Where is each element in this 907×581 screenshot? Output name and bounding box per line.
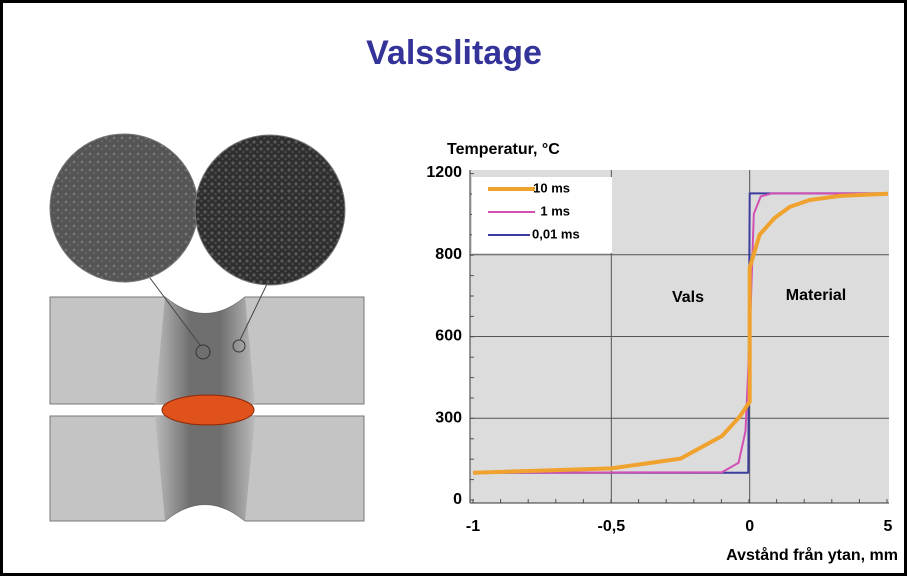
roll-illustration bbox=[50, 134, 364, 521]
x-axis-title: Avstånd från ytan, mm bbox=[726, 546, 898, 564]
page: {"chart_data": { "type": "line", "title"… bbox=[0, 0, 907, 576]
annotation: Vals bbox=[672, 289, 704, 306]
legend-label: 1 ms bbox=[540, 203, 570, 218]
x-tick-label: -1 bbox=[466, 518, 480, 535]
y-tick-label: 800 bbox=[435, 246, 462, 263]
y-tick-label: 1200 bbox=[426, 164, 462, 181]
slide-title: Valsslitage bbox=[366, 34, 542, 72]
y-tick-label: 0 bbox=[453, 491, 462, 508]
annotation: Material bbox=[786, 287, 846, 304]
slide: Valsslitage Temperatur, °C Avstånd från … bbox=[0, 0, 907, 576]
x-tick-label: -0,5 bbox=[598, 518, 626, 535]
x-tick-label: 5 bbox=[884, 518, 893, 535]
legend-label: 0,01 ms bbox=[532, 226, 580, 241]
y-axis-title: Temperatur, °C bbox=[447, 141, 560, 158]
legend-label: 10 ms bbox=[533, 180, 570, 195]
y-tick-label: 600 bbox=[435, 328, 462, 345]
x-tick-label: 0 bbox=[745, 518, 754, 535]
y-tick-label: 300 bbox=[435, 409, 462, 426]
